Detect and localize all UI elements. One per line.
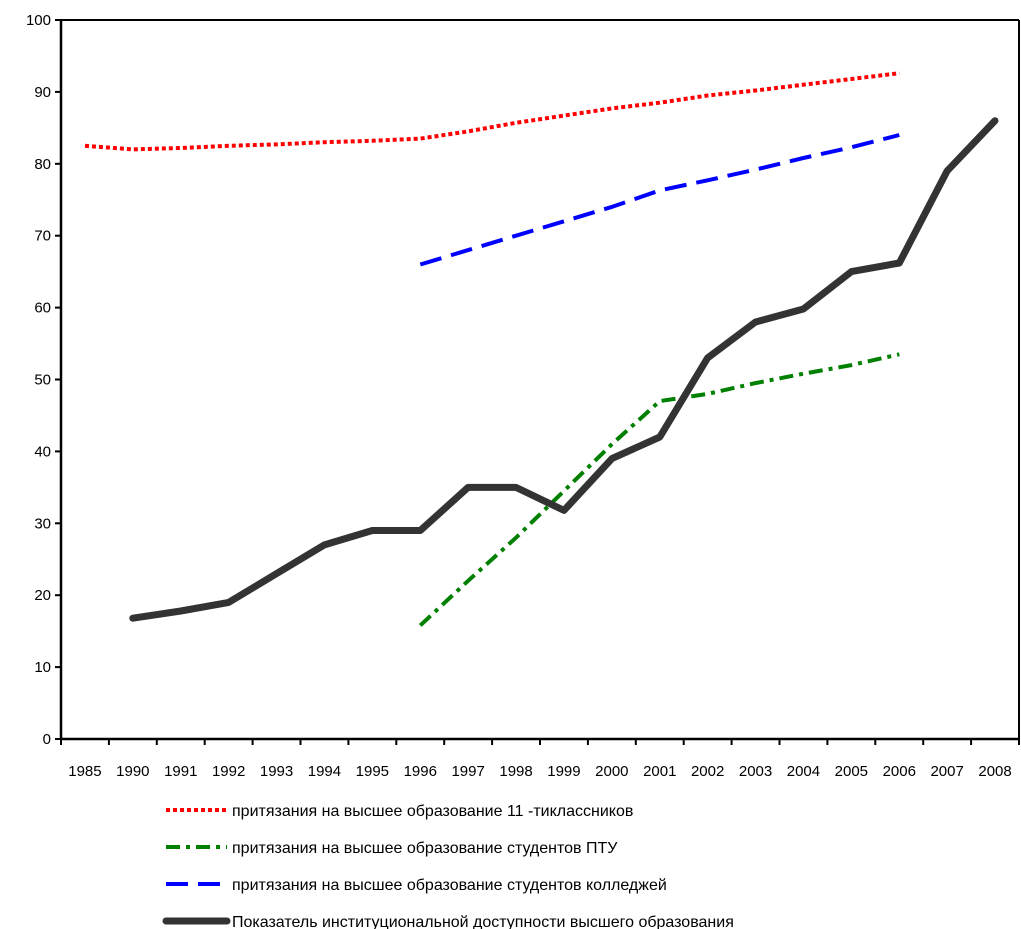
x-tick-label: 1992 xyxy=(212,763,245,780)
x-tick-label: 2002 xyxy=(691,763,724,780)
series-line-3 xyxy=(420,135,899,265)
x-tick-label: 2001 xyxy=(643,763,676,780)
x-tick-label: 2003 xyxy=(739,763,772,780)
x-tick-label: 2000 xyxy=(595,763,628,780)
x-tick-label: 2005 xyxy=(835,763,868,780)
x-tick-label: 1996 xyxy=(404,763,437,780)
plot-area xyxy=(61,20,1019,739)
x-tick-label: 1998 xyxy=(499,763,532,780)
x-tick-label: 1995 xyxy=(356,763,389,780)
x-tick-label: 1999 xyxy=(547,763,580,780)
x-axis: 1985 1990 1991 1992 1993 1994 1995 1996 1997 1998… xyxy=(61,739,1019,780)
legend-label-2: притязания на высшее образование студент… xyxy=(232,840,618,857)
y-tick-label: 80 xyxy=(34,156,51,173)
legend: притязания на высшее образование 11 -тик… xyxy=(166,803,734,929)
legend-label-1: притязания на высшее образование 11 -тик… xyxy=(232,803,633,820)
x-tick-label: 2006 xyxy=(883,763,916,780)
x-tick-label: 1991 xyxy=(164,763,197,780)
series-line-4 xyxy=(133,121,995,619)
x-tick-label: 2008 xyxy=(978,763,1011,780)
y-tick-label: 90 xyxy=(34,84,51,101)
y-tick-label: 30 xyxy=(34,515,51,532)
x-tick-label: 1993 xyxy=(260,763,293,780)
y-tick-label: 100 xyxy=(26,12,51,29)
x-tick-label: 1985 xyxy=(68,763,101,780)
x-tick-label: 1997 xyxy=(451,763,484,780)
x-tick-label: 1990 xyxy=(116,763,149,780)
x-tick-label: 1994 xyxy=(308,763,341,780)
legend-label-4: Показатель институциональной доступности… xyxy=(232,914,734,929)
series-line-1 xyxy=(85,73,899,149)
y-tick-label: 20 xyxy=(34,587,51,604)
y-tick-label: 50 xyxy=(34,372,51,389)
x-tick-label: 2004 xyxy=(787,763,820,780)
legend-label-3: притязания на высшее образование студент… xyxy=(232,877,667,894)
y-tick-label: 60 xyxy=(34,300,51,317)
y-tick-label: 70 xyxy=(34,228,51,245)
series-layer xyxy=(84,72,996,626)
y-axis: 0 10 20 30 40 50 60 70 80 90 100 xyxy=(26,12,61,748)
x-tick-label: 2007 xyxy=(930,763,963,780)
y-tick-label: 0 xyxy=(43,731,51,748)
y-tick-label: 40 xyxy=(34,443,51,460)
y-tick-label: 10 xyxy=(34,659,51,676)
